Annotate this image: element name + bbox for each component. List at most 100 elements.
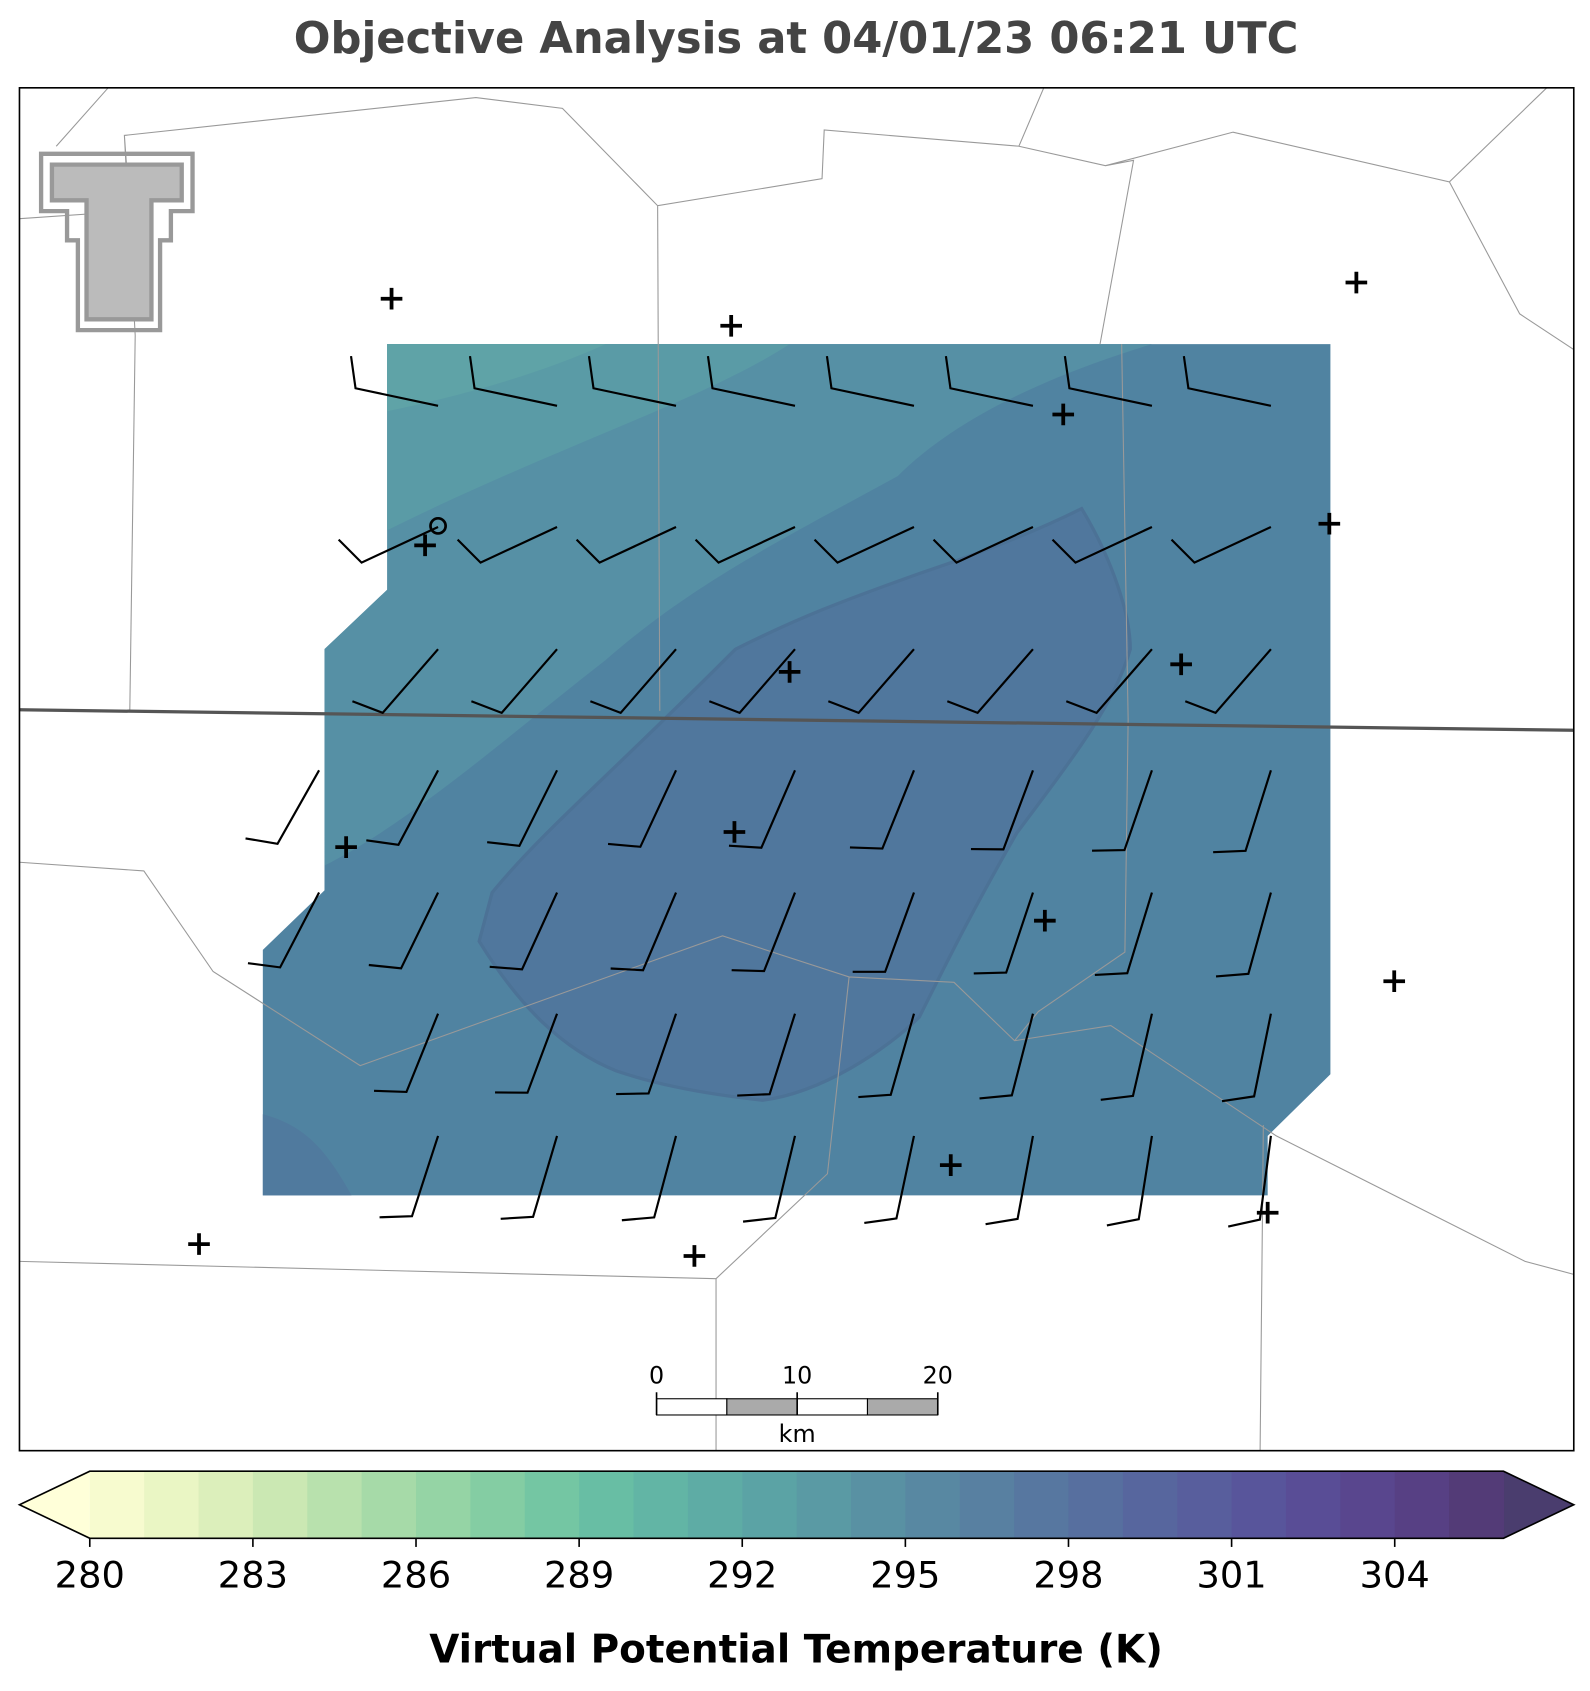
wind-barb (1106, 1135, 1154, 1227)
wind-barb (1215, 892, 1272, 978)
logo (38, 151, 195, 333)
colorbar-bin (1122, 1471, 1178, 1539)
wind-barb (337, 525, 439, 564)
wind-barb (970, 769, 1034, 851)
station (778, 661, 801, 683)
wind-barb (1065, 648, 1153, 715)
colorbar-tick-label: 289 (544, 1554, 614, 1597)
wind-barb (495, 1013, 559, 1094)
wind-barb (737, 1013, 797, 1097)
station-circle (429, 516, 447, 535)
colorbar-bin (633, 1471, 689, 1539)
county-lines (19, 87, 1575, 1451)
wind-barb (944, 355, 1034, 407)
wind-barb (1227, 1135, 1272, 1228)
station (414, 534, 436, 557)
colorbar-tick-label: 301 (1197, 1554, 1267, 1597)
wind-barb (979, 1013, 1035, 1100)
wind-barb (1182, 355, 1272, 407)
colorbar-bin (1068, 1471, 1124, 1539)
scale-label: 10 (782, 1362, 812, 1390)
station (1256, 1201, 1279, 1224)
colorbar-bin (198, 1471, 254, 1539)
wind-barb (742, 1135, 797, 1223)
colorbar-tick-label: 280 (55, 1554, 125, 1597)
station (720, 314, 743, 337)
scale-segment (726, 1398, 798, 1416)
title: Objective Analysis at 04/01/23 06:21 UTC (294, 14, 1299, 64)
colorbar-bin (796, 1471, 852, 1539)
county-line (19, 344, 1574, 1451)
wind-barb (932, 525, 1034, 564)
wind-barb (379, 1135, 440, 1219)
wind-barb (864, 1135, 916, 1225)
colorbar-bin (1285, 1471, 1341, 1539)
wind-barb (1051, 525, 1153, 564)
wind-barb (352, 648, 439, 715)
station (1170, 653, 1192, 676)
wind-barb (245, 769, 321, 845)
wind-barb (607, 769, 678, 848)
colorbar-label: Virtual Potential Temperature (K) (429, 1627, 1163, 1672)
wind-barb (487, 769, 559, 847)
station (939, 1154, 962, 1176)
wind-barb (366, 769, 440, 846)
field-core (262, 1114, 352, 1196)
wind-barb (985, 1135, 1035, 1226)
colorbar-bin (416, 1471, 471, 1539)
colorbar-bin (905, 1471, 961, 1539)
scale-unit: km (779, 1420, 816, 1448)
colorbar-extend-low (19, 1471, 90, 1539)
colorbar-bin (1449, 1471, 1505, 1539)
wind-barb (471, 648, 558, 715)
colorbar-bin (524, 1471, 580, 1539)
colorbar-bin (144, 1471, 200, 1539)
colorbar-bin (1340, 1471, 1396, 1539)
wind-barb (694, 525, 796, 564)
colorbar-bin (1231, 1471, 1287, 1539)
wind-barb (706, 355, 796, 407)
wind-barb (500, 1135, 559, 1220)
field-band (324, 344, 1152, 866)
field-core (477, 506, 1132, 1102)
wind-barb (1170, 525, 1272, 564)
wind-barb (610, 892, 678, 972)
colorbar-bin (361, 1471, 417, 1539)
wind-barb (456, 525, 558, 564)
wind-barb (468, 355, 558, 407)
colorbar-bin (470, 1471, 526, 1539)
station (1052, 403, 1075, 426)
scale-label: 20 (923, 1362, 953, 1390)
station (723, 821, 746, 843)
wind-barb (858, 1013, 916, 1099)
station (1383, 970, 1406, 993)
colorbar-tick-label: 292 (707, 1554, 777, 1597)
wind-barb (368, 892, 440, 970)
wind-barb (489, 892, 559, 971)
wind-barb (349, 355, 439, 407)
wind-barb (849, 769, 915, 850)
wind-barbs (245, 355, 1272, 1228)
wind-barb (708, 648, 796, 715)
colorbar-tick-label: 283 (218, 1554, 288, 1597)
colorbar-bin (1394, 1471, 1450, 1539)
scale-label: 0 (649, 1362, 664, 1390)
colorbar-extend-high (1503, 1471, 1574, 1539)
wind-barb (621, 1135, 678, 1222)
colorbar-outline (17, 1470, 1576, 1540)
colorbar-bin (307, 1471, 363, 1539)
stations (188, 271, 1406, 1267)
wind-barb (1213, 770, 1272, 854)
colorbar-tick-label: 286 (381, 1554, 451, 1597)
wind-barb (1094, 892, 1153, 977)
station (1034, 909, 1056, 932)
wind-barb (1092, 769, 1153, 852)
scale-segment (656, 1398, 728, 1416)
station (683, 1245, 706, 1267)
station (1345, 271, 1368, 294)
colorbar-tick-label: 295 (870, 1554, 940, 1597)
wind-barb (575, 525, 677, 564)
wind-barb (616, 1013, 678, 1096)
colorbar-bin (959, 1471, 1015, 1539)
